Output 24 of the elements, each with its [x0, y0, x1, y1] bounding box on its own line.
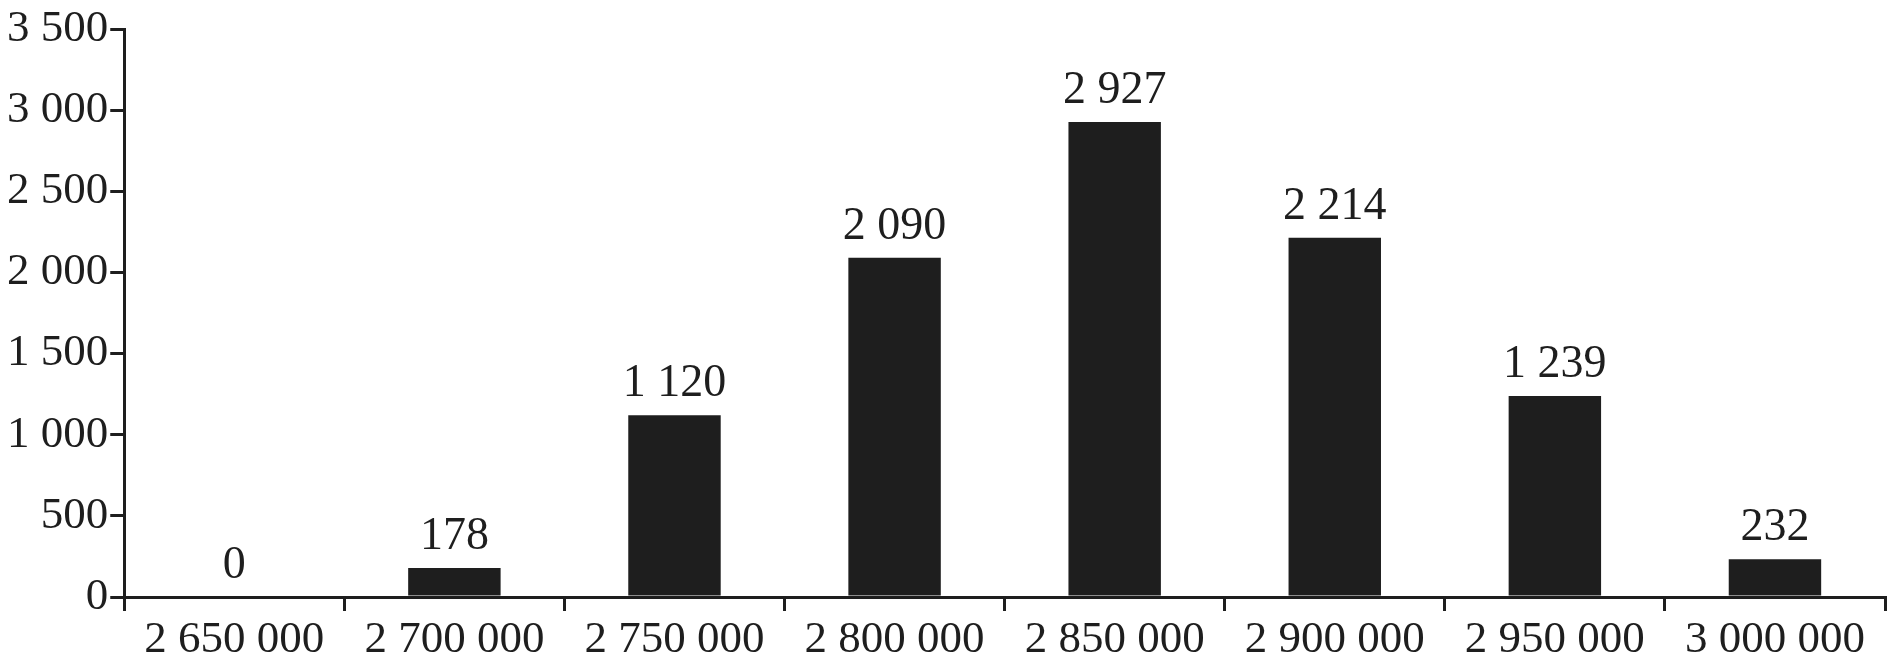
x-tick-label: 2 650 000 — [144, 611, 325, 662]
y-tick-label: 2 500 — [7, 163, 109, 214]
data-label: 2 214 — [1283, 177, 1387, 229]
y-tick-label: 3 000 — [7, 81, 109, 132]
data-label: 0 — [222, 537, 246, 589]
x-tick-label: 3 000 000 — [1684, 611, 1865, 662]
x-tick-label: 2 800 000 — [804, 611, 985, 662]
data-label: 232 — [1740, 499, 1810, 551]
y-tick-label: 0 — [85, 568, 109, 619]
y-tick-label: 500 — [40, 487, 109, 538]
data-label: 2 090 — [842, 197, 947, 249]
y-tick-label: 1 000 — [7, 406, 109, 457]
y-tick-label: 1 500 — [7, 325, 109, 376]
data-label: 1 120 — [622, 355, 727, 407]
x-tick-label: 2 950 000 — [1464, 611, 1645, 662]
y-tick-label: 2 000 — [7, 244, 109, 295]
data-label: 178 — [419, 508, 489, 560]
data-label: 1 239 — [1503, 336, 1607, 388]
data-label: 2 927 — [1062, 62, 1167, 114]
y-tick-label: 3 500 — [7, 0, 109, 51]
x-tick-label: 2 850 000 — [1024, 611, 1205, 662]
x-tick-label: 2 750 000 — [584, 611, 765, 662]
x-tick-label: 2 700 000 — [364, 611, 545, 662]
x-tick-label: 2 900 000 — [1244, 611, 1425, 662]
